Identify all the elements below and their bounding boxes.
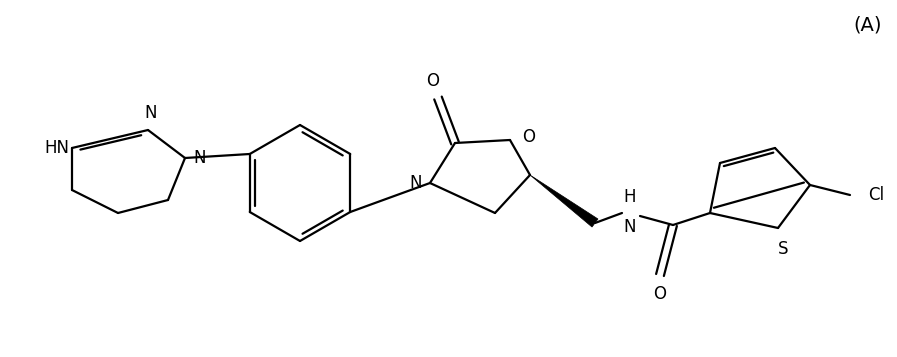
Text: O: O <box>426 72 440 90</box>
Text: O: O <box>522 128 535 146</box>
Text: O: O <box>654 285 666 303</box>
Text: S: S <box>778 240 788 258</box>
Text: H: H <box>623 188 636 206</box>
Text: N: N <box>144 104 157 122</box>
Text: N: N <box>623 218 636 236</box>
Text: N: N <box>193 149 205 167</box>
Polygon shape <box>530 175 598 227</box>
Text: (A): (A) <box>854 15 883 35</box>
Text: HN: HN <box>44 139 69 157</box>
Text: N: N <box>410 174 422 192</box>
Text: Cl: Cl <box>868 186 884 204</box>
